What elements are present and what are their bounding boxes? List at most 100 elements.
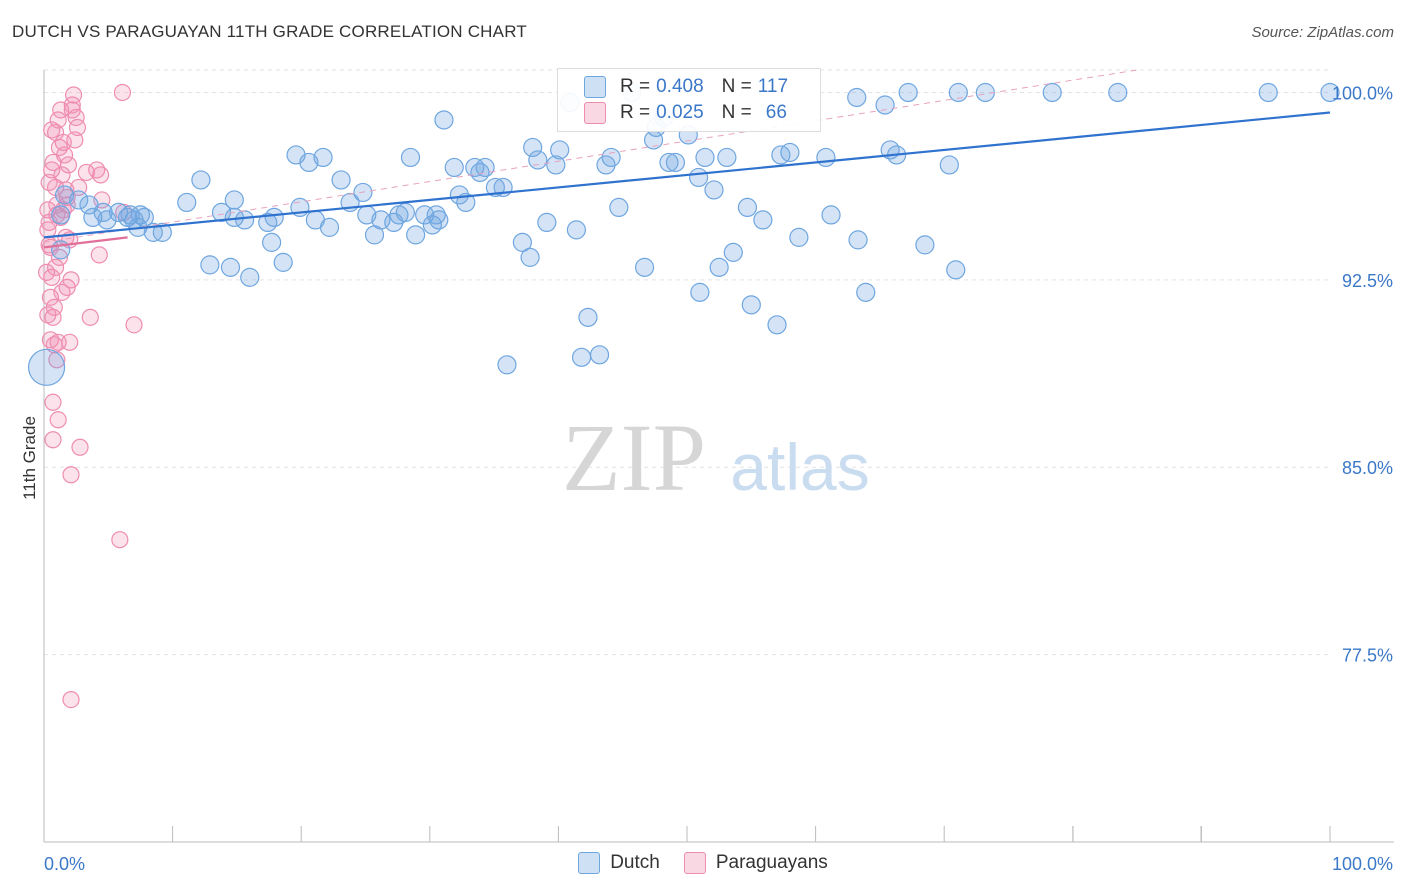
data-point-dutch: [395, 202, 415, 223]
trend-line-dutch: [43, 111, 1331, 239]
pink-points: [37, 83, 143, 709]
trend-line-paraguayans-extended: [43, 69, 1138, 243]
data-point-dutch: [415, 205, 435, 225]
data-point-paraguayans: [125, 316, 143, 334]
data-point-dutch: [737, 197, 758, 218]
data-point-paraguayans: [62, 466, 80, 484]
data-point-dutch: [856, 282, 876, 302]
data-point-dutch: [124, 210, 144, 230]
data-point-paraguayans: [64, 86, 83, 104]
data-point-dutch: [690, 282, 710, 302]
watermark: ZIP atlas: [562, 404, 870, 511]
legend-row-dutch: R = 0.408 N = 117: [584, 75, 788, 99]
data-point-dutch: [767, 315, 787, 335]
data-point-dutch: [429, 210, 449, 230]
data-point-dutch: [816, 147, 836, 168]
data-point-dutch: [444, 157, 464, 178]
watermark-atlas: atlas: [730, 430, 869, 504]
data-point-paraguayans: [66, 131, 84, 149]
data-point-paraguayans: [49, 111, 67, 129]
legend-item-dutch[interactable]: Dutch: [578, 852, 660, 874]
data-point-paraguayans: [45, 298, 63, 316]
data-point-dutch: [54, 185, 75, 205]
series-legend: Dutch Paraguayans: [0, 852, 1406, 874]
data-point-dutch: [537, 212, 557, 233]
data-point-dutch: [566, 220, 587, 240]
data-point-dutch: [634, 257, 655, 277]
legend-row-paraguayans: R = 0.025 N = 66: [584, 101, 787, 125]
legend-label-paraguayans: Paraguayans: [715, 852, 828, 873]
data-point-dutch: [177, 192, 197, 213]
data-point-dutch: [200, 255, 220, 275]
data-point-dutch: [313, 147, 333, 168]
data-point-dutch: [108, 202, 129, 223]
data-point-dutch: [152, 222, 172, 242]
data-point-dutch: [97, 210, 117, 230]
data-point-dutch: [235, 210, 255, 230]
y-tick-label: 100.0%: [1332, 83, 1393, 103]
data-point-dutch: [753, 210, 773, 230]
data-point-paraguayans: [77, 163, 96, 182]
data-point-dutch: [578, 307, 598, 327]
data-point-paraguayans: [91, 166, 110, 184]
legend-r-value: 0.025: [656, 102, 704, 123]
data-point-dutch: [546, 155, 566, 175]
trend-line-paraguayans: [43, 236, 128, 249]
data-point-dutch: [1042, 82, 1062, 103]
data-point-dutch: [847, 87, 867, 108]
axes: [43, 70, 1394, 843]
legend-swatch-dutch: [578, 852, 601, 874]
legend-n-label: N =: [721, 76, 752, 97]
data-point-dutch: [331, 170, 351, 190]
data-point-dutch: [422, 215, 442, 235]
data-point-dutch: [659, 152, 679, 173]
data-point-dutch: [939, 155, 959, 175]
y-tick-label: 77.5%: [1342, 646, 1393, 666]
data-point-paraguayans: [61, 333, 79, 351]
data-point-dutch: [704, 180, 724, 200]
legend-swatch-paraguayans: [683, 852, 706, 874]
data-point-dutch: [741, 295, 761, 315]
data-point-paraguayans: [113, 83, 132, 102]
data-point-dutch: [571, 347, 592, 367]
legend-item-paraguayans[interactable]: Paraguayans: [683, 852, 828, 874]
data-point-dutch: [688, 167, 709, 188]
legend-n-label: N =: [721, 102, 752, 123]
data-point-dutch: [258, 212, 278, 233]
data-point-paraguayans: [53, 283, 71, 301]
data-point-paraguayans: [59, 156, 78, 174]
data-point-paraguayans: [43, 121, 61, 139]
data-point-paraguayans: [62, 690, 80, 709]
data-point-paraguayans: [49, 411, 67, 429]
data-point-paraguayans: [44, 431, 62, 449]
data-point-dutch: [821, 205, 841, 225]
data-point-dutch: [550, 140, 570, 160]
legend-swatch-paraguayans: [584, 102, 606, 124]
data-point-dutch: [240, 267, 260, 287]
data-point-paraguayans: [46, 258, 65, 276]
data-point-dutch: [520, 247, 540, 267]
data-point-dutch: [946, 260, 966, 280]
data-point-dutch: [83, 207, 103, 228]
x-tick-label: 0.0%: [44, 854, 85, 874]
data-point-dutch: [848, 230, 868, 250]
data-point-dutch: [948, 82, 968, 103]
data-point-dutch: [898, 82, 918, 103]
legend-r-label: R =: [620, 102, 651, 123]
data-point-dutch: [191, 170, 211, 190]
watermark-zip: ZIP: [562, 404, 706, 511]
data-point-dutch: [273, 252, 293, 272]
data-point-dutch: [497, 355, 517, 375]
data-point-dutch: [264, 207, 284, 228]
data-point-dutch: [915, 235, 935, 255]
data-point-dutch: [211, 202, 232, 223]
y-axis-label: 11th Grade: [20, 416, 39, 500]
data-point-dutch: [1320, 82, 1340, 103]
data-point-dutch: [609, 197, 629, 218]
data-point-paraguayans: [44, 393, 62, 411]
data-point-paraguayans: [43, 268, 61, 286]
data-point-paraguayans: [68, 118, 87, 137]
data-point-dutch: [400, 147, 421, 168]
data-point-dutch: [220, 257, 241, 277]
data-point-paraguayans: [40, 173, 58, 192]
